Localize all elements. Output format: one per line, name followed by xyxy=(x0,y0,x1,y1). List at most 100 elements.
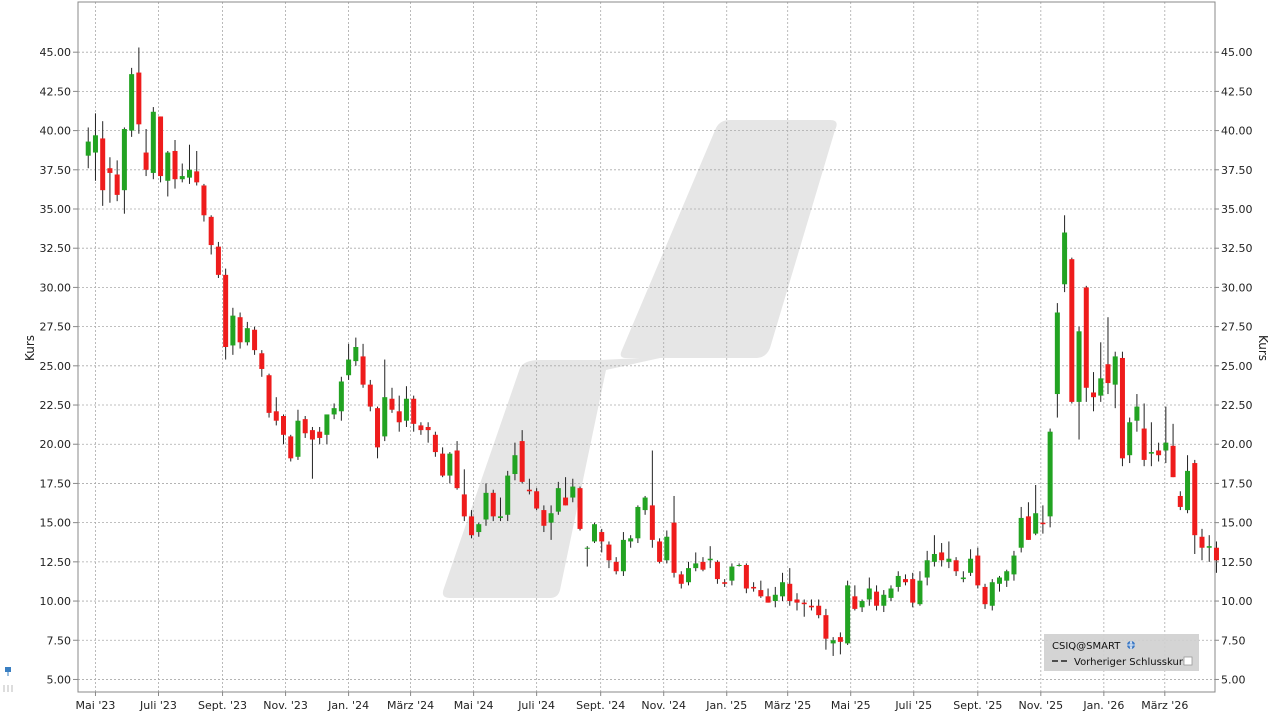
x-tick-label: Mai '24 xyxy=(454,699,494,712)
candle xyxy=(505,470,511,522)
y-tick-label-right: 15.00 xyxy=(1221,517,1253,530)
candle-body xyxy=(823,615,829,639)
chart-tool-icon[interactable] xyxy=(3,667,13,692)
candle-body xyxy=(1177,495,1183,507)
y-tick-label-right: 40.00 xyxy=(1221,125,1253,138)
candle xyxy=(375,406,381,459)
candle xyxy=(324,414,330,445)
x-tick-label: Jan. '25 xyxy=(705,699,747,712)
candle xyxy=(657,538,663,564)
candlestick-series xyxy=(85,47,1219,656)
candle-body xyxy=(982,586,988,605)
candle xyxy=(939,543,945,567)
globe-icon[interactable] xyxy=(1127,640,1135,650)
candle-body xyxy=(874,591,880,606)
candle xyxy=(563,477,569,506)
candle-body xyxy=(939,552,945,561)
candle-body xyxy=(454,450,460,489)
candle-body xyxy=(512,455,518,475)
candle xyxy=(302,416,308,438)
y-tick-label-right: 22.50 xyxy=(1221,399,1253,412)
candle-body xyxy=(309,430,315,440)
candle-body xyxy=(100,138,106,191)
candle xyxy=(223,268,229,360)
candle xyxy=(1192,459,1198,554)
candle-body xyxy=(331,408,337,415)
y-tick-label-left: 32.50 xyxy=(40,242,72,255)
y-tick-label-left: 37.50 xyxy=(40,164,72,177)
candle xyxy=(1156,442,1162,462)
candle-body xyxy=(497,516,503,518)
candle-body xyxy=(671,522,677,573)
candle xyxy=(1112,351,1118,409)
candle xyxy=(989,579,995,611)
candle-body xyxy=(751,586,757,589)
candle xyxy=(215,241,221,278)
candle xyxy=(874,585,880,611)
candle-body xyxy=(1156,450,1162,456)
candle-body xyxy=(252,329,258,351)
candle xyxy=(700,557,706,572)
candle-body xyxy=(1004,571,1010,581)
x-tick-label: Juli '23 xyxy=(139,699,177,712)
plot-frame xyxy=(77,1,1216,693)
candle xyxy=(208,215,214,255)
candle xyxy=(461,469,467,522)
candle-body xyxy=(1127,422,1133,456)
candle-body xyxy=(902,579,908,583)
candle-body xyxy=(910,579,916,603)
candle-body xyxy=(628,538,634,542)
candle xyxy=(686,561,692,586)
candle xyxy=(917,571,923,606)
candle-body xyxy=(845,585,851,644)
y-axis-left: 5.00 7.50 10.00 12.50 15.00 17.50 20.00 22.50 25… xyxy=(40,46,78,686)
candle xyxy=(85,127,91,169)
candle xyxy=(946,541,952,569)
candle-body xyxy=(1069,259,1075,402)
candle-body xyxy=(975,555,981,586)
x-tick-label: Mai '23 xyxy=(76,699,116,712)
candle xyxy=(642,495,648,515)
candle-body xyxy=(375,408,381,448)
candle-body xyxy=(1105,364,1111,384)
candle xyxy=(440,447,446,478)
candle xyxy=(526,478,532,495)
candle-body xyxy=(968,558,974,573)
candle-body xyxy=(1119,357,1125,459)
candle-body xyxy=(259,353,265,369)
candle xyxy=(881,590,887,613)
candle-body xyxy=(1134,406,1140,421)
candle xyxy=(237,312,243,349)
candle xyxy=(837,632,843,655)
y-tick-label-left: 30.00 xyxy=(40,281,72,294)
candle-body xyxy=(816,605,822,616)
candle xyxy=(816,599,822,619)
candle xyxy=(259,350,265,377)
candle-body xyxy=(599,532,605,542)
candle xyxy=(1040,505,1046,534)
candle xyxy=(1069,257,1075,404)
candle-body xyxy=(707,558,713,561)
candle xyxy=(1134,394,1140,432)
candle xyxy=(1213,541,1219,573)
candle xyxy=(497,497,503,522)
candle-body xyxy=(736,564,742,566)
candle-body xyxy=(1040,522,1046,525)
candle xyxy=(367,379,373,412)
y-tick-label-right: 30.00 xyxy=(1221,281,1253,294)
candle xyxy=(396,395,402,432)
candle-body xyxy=(1098,378,1104,396)
candle-body xyxy=(722,582,728,584)
candle-body xyxy=(143,152,149,170)
candle-body xyxy=(613,561,619,572)
legend-checkbox[interactable] xyxy=(1183,656,1193,666)
candle-body xyxy=(121,129,127,191)
candle-body xyxy=(642,497,648,511)
candle xyxy=(801,599,807,617)
candle xyxy=(1119,351,1125,467)
candle-body xyxy=(693,563,699,569)
candle xyxy=(577,486,583,531)
candle-body xyxy=(273,411,279,421)
candle-body xyxy=(244,328,250,343)
